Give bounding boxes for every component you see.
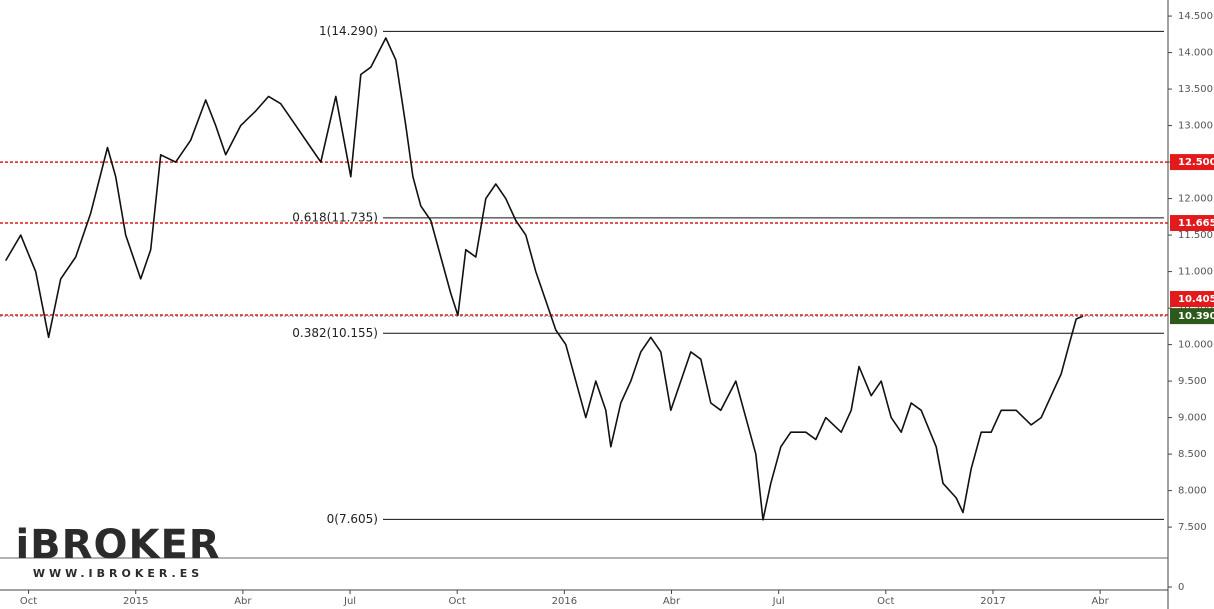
x-tick-label: Oct: [877, 596, 894, 607]
y-tick-label: 8.500: [1178, 449, 1207, 460]
volume-tick-label: 0: [1178, 582, 1184, 593]
y-tick-label: 11.500: [1178, 230, 1213, 241]
x-tick-label: Oct: [20, 596, 37, 607]
x-tick-label: 2017: [980, 596, 1005, 607]
level-box: [1170, 154, 1214, 171]
y-tick-label: 9.500: [1178, 376, 1207, 387]
x-tick-label: Jul: [343, 596, 356, 607]
x-tick-label: Abr: [663, 596, 681, 607]
last-price-box: [1170, 308, 1214, 325]
y-tick-label: 9.000: [1178, 413, 1207, 424]
x-tick-label: Oct: [449, 596, 466, 607]
logo-name: iBROKER: [15, 522, 220, 568]
level-box: [1170, 215, 1214, 232]
fib-label: 1(14.290): [319, 24, 378, 38]
y-tick-label: 14.000: [1178, 48, 1213, 59]
fib-label: 0.618(11.735): [292, 210, 378, 224]
y-tick-label: 10.000: [1178, 340, 1213, 351]
level-label: 10.405: [1178, 294, 1214, 305]
y-tick-label: 12.000: [1178, 194, 1213, 205]
x-tick-label: Abr: [1091, 596, 1109, 607]
y-tick-label: 8.000: [1178, 486, 1207, 497]
y-tick-label: 13.500: [1178, 84, 1213, 95]
y-tick-label: 7.500: [1178, 522, 1207, 533]
price-line: [5, 37, 1084, 521]
y-tick-label: 11.000: [1178, 267, 1213, 278]
y-tick-label: 14.500: [1178, 11, 1213, 22]
level-label: 12.500: [1178, 157, 1214, 168]
x-tick-label: Jul: [772, 596, 785, 607]
fib-label: 0.382(10.155): [292, 326, 378, 340]
level-label: 11.665: [1178, 218, 1214, 229]
fib-label: 0(7.605): [327, 512, 378, 526]
last-price-label: 10.390: [1178, 311, 1214, 322]
y-tick-label: 13.000: [1178, 121, 1213, 132]
x-tick-label: Abr: [234, 596, 252, 607]
logo-url: WWW.IBROKER.ES: [33, 567, 203, 580]
x-tick-label: 2015: [123, 596, 148, 607]
x-tick-label: 2016: [552, 596, 577, 607]
level-box: [1170, 291, 1214, 308]
